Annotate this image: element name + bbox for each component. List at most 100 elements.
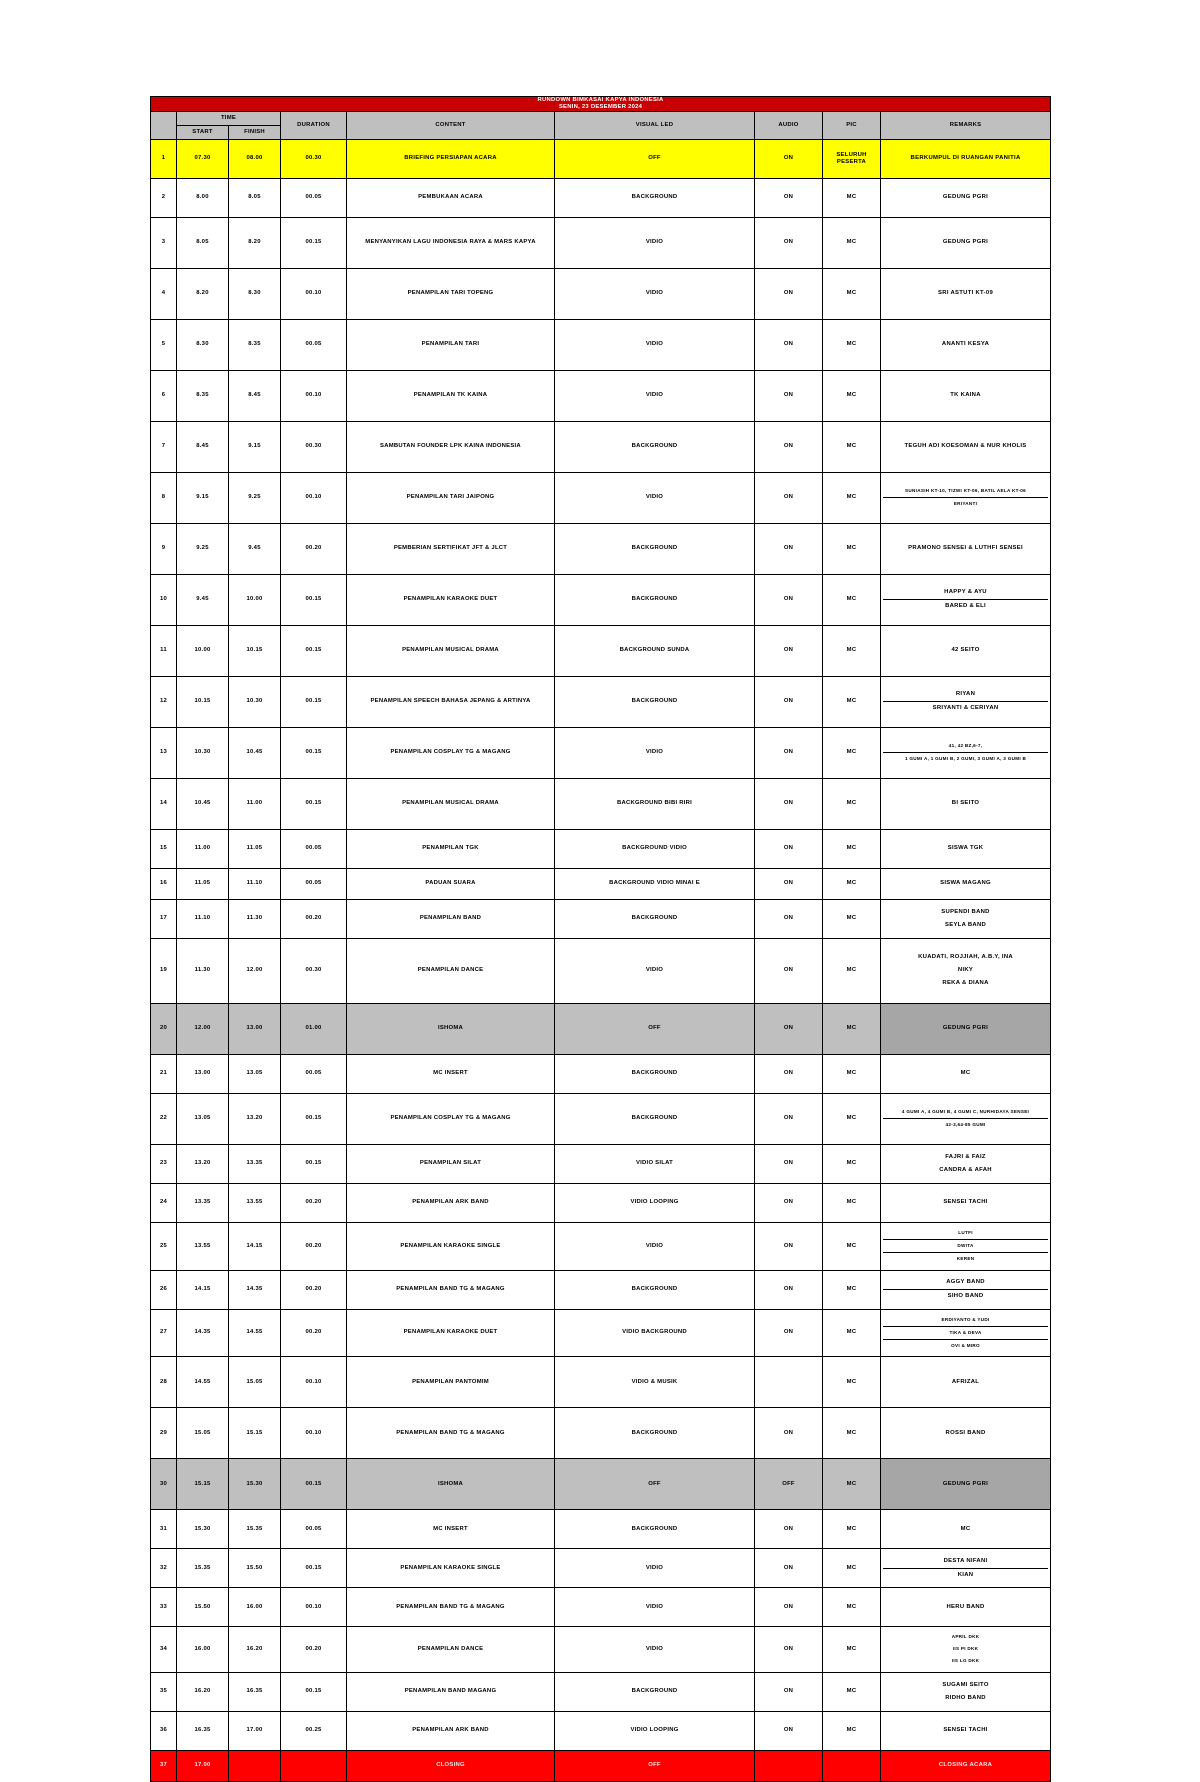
cell-pic: MC [822,1548,881,1589]
cell-start: 10.30 [176,726,229,779]
table-row[interactable]: 13 10.30 10.45 00.15 PENAMPILAN COSPLAY TG &… [150,726,1052,779]
remarks-line: 4 GUMI A, 4 GUMI B, 4 GUMI C, NURHIDAYA … [883,1106,1049,1120]
cell-visual-led: BACKGROUND [554,1053,755,1094]
cell-pic: MC [822,675,881,728]
cell-no: 37 [150,1749,177,1782]
remarks-line: PRAMONO SENSEI & LUTHFI SENSEI [908,545,1023,552]
table-row[interactable]: 26 14.15 14.35 00.20 PENAMPILAN BAND TG & MA… [150,1269,1052,1310]
cell-start: 15.05 [176,1407,229,1460]
table-row[interactable]: 29 15.05 15.15 00.10 PENAMPILAN BAND TG & MA… [150,1407,1052,1460]
cell-audio: ON [754,1092,823,1145]
cell-audio [754,1749,823,1782]
cell-content: PENAMPILAN TARI TOPENG [346,267,555,320]
remarks-line: CANDRA & AFAH [939,1166,992,1173]
cell-finish: 10.30 [228,675,281,728]
table-row[interactable]: 33 15.50 16.00 00.10 PENAMPILAN BAND TG & MA… [150,1587,1052,1628]
cell-pic: MC [822,318,881,371]
cell-start: 10.45 [176,777,229,830]
cell-visual-led: BACKGROUND [554,1671,755,1712]
table-row[interactable]: 36 16.35 17.00 00.25 PENAMPILAN ARK BAND VIDI… [150,1710,1052,1751]
remarks-line: SENSEI TACHI [943,1199,988,1206]
cell-duration: 00.15 [280,1548,347,1589]
cell-pic: MC [822,726,881,779]
table-row[interactable]: 14 10.45 11.00 00.15 PENAMPILAN MUSICAL DRAM… [150,777,1052,830]
table-row[interactable]: 34 16.00 16.20 00.20 PENAMPILAN DANCE VIDIO ON… [150,1626,1052,1673]
cell-no: 11 [150,624,177,677]
table-row[interactable]: 25 13.55 14.15 00.20 PENAMPILAN KARAOKE SING… [150,1221,1052,1271]
cell-finish: 16.20 [228,1626,281,1673]
cell-content: PENAMPILAN MUSICAL DRAMA [346,777,555,830]
table-row[interactable]: 1 07.30 08.00 00.30 BRIEFING PERSIAPAN ACARA… [150,138,1052,179]
cell-remarks: GEDUNG PGRI [879,177,1052,218]
cell-duration: 00.30 [280,138,347,179]
table-row[interactable]: 12 10.15 10.30 00.15 PENAMPILAN SPEECH BAHAS… [150,675,1052,728]
cell-content: PEMBERIAN SERTIFIKAT JFT & JLCT [346,522,555,575]
table-row[interactable]: 15 11.00 11.05 00.05 PENAMPILAN TGK BACKGROUN… [150,828,1052,869]
table-row[interactable]: 17 11.10 11.30 00.20 PENAMPILAN BAND BACKGROU… [150,898,1052,939]
header-audio: AUDIO [754,110,823,140]
header-finish: FINISH [228,124,281,140]
remarks-line: SISWA MAGANG [940,880,991,887]
cell-start: 11.30 [176,937,229,1004]
cell-start: 13.35 [176,1182,229,1223]
table-row[interactable]: 35 16.20 16.35 00.15 PENAMPILAN BAND MAGANG B… [150,1671,1052,1712]
cell-duration: 00.20 [280,1182,347,1223]
table-row[interactable]: 28 14.55 15.05 00.10 PENAMPILAN PANTOMIM VIDI… [150,1356,1052,1409]
table-row[interactable]: 3 8.05 8.20 00.15 MENYANYIKAN LAGU INDONESIA… [150,216,1052,269]
cell-remarks: BI SEITO [879,777,1052,830]
cell-content: PENAMPILAN KARAOKE DUET [346,573,555,626]
table-row[interactable]: 24 13.35 13.55 00.20 PENAMPILAN ARK BAND VIDI… [150,1182,1052,1223]
table-row[interactable]: 30 15.15 15.30 00.15 ISHOMA OFF OFF MC GEDUNG PG… [150,1458,1052,1511]
cell-finish: 08.00 [228,138,281,179]
table-row[interactable]: 2 8.00 8.05 00.05 PEMBUKAAN ACARA BACKGROUND O… [150,177,1052,218]
header-time-group: TIME [176,110,281,126]
remarks-line: HAPPY & AYU [883,586,1049,601]
cell-duration: 00.30 [280,937,347,1004]
cell-content: MC INSERT [346,1053,555,1094]
cell-visual-led: BACKGROUND [554,420,755,473]
remarks-line: FAJRI & FAIZ [945,1153,986,1160]
cell-duration: 00.20 [280,522,347,575]
table-row[interactable]: 11 10.00 10.15 00.15 PENAMPILAN MUSICAL DRAM… [150,624,1052,677]
table-row[interactable]: 22 13.05 13.20 00.15 PENAMPILAN COSPLAY TG &… [150,1092,1052,1145]
table-row[interactable]: 7 8.45 9.15 00.30 SAMBUTAN FOUNDER LPK KAINA… [150,420,1052,473]
cell-visual-led: VIDIO [554,267,755,320]
cell-visual-led: VIDIO [554,369,755,422]
table-row[interactable]: 16 11.05 11.10 00.05 PADUAN SUARA BACKGROUND … [150,867,1052,900]
table-row[interactable]: 20 12.00 13.00 01.00 ISHOMA OFF ON MC GEDUNG PGR… [150,1002,1052,1055]
cell-finish: 15.50 [228,1548,281,1589]
cell-remarks: FAJRI & FAIZ CANDRA & AFAH [879,1143,1052,1184]
cell-finish: 13.20 [228,1092,281,1145]
table-row[interactable]: 21 13.00 13.05 00.05 MC INSERT BACKGROUND ON MC… [150,1053,1052,1094]
cell-visual-led: BACKGROUND VIDIO MINAI E [554,867,755,900]
cell-finish: 15.30 [228,1458,281,1511]
cell-no: 2 [150,177,177,218]
table-row[interactable]: 32 15.35 15.50 00.15 PENAMPILAN KARAOKE SING… [150,1548,1052,1589]
cell-start: 14.15 [176,1269,229,1310]
table-row[interactable]: 31 15.30 15.35 00.05 MC INSERT BACKGROUND ON MC… [150,1509,1052,1550]
cell-finish: 15.35 [228,1509,281,1550]
table-row[interactable]: 10 9.45 10.00 00.15 PENAMPILAN KARAOKE DUET B… [150,573,1052,626]
cell-start: 17.00 [176,1749,229,1782]
header-row-sub: START FINISH [151,124,1051,140]
cell-remarks: AFRIZAL [879,1356,1052,1409]
cell-no: 15 [150,828,177,869]
cell-content: PENAMPILAN ARK BAND [346,1710,555,1751]
cell-audio [754,1356,823,1409]
cell-pic: MC [822,1710,881,1751]
table-row[interactable]: 19 11.30 12.00 00.30 PENAMPILAN DANCE VIDIO ON… [150,937,1052,1004]
table-row[interactable]: 9 9.25 9.45 00.20 PEMBERIAN SERTIFIKAT JFT &… [150,522,1052,575]
table-row[interactable]: 23 13.20 13.35 00.15 PENAMPILAN SILAT VIDIO S… [150,1143,1052,1184]
cell-finish: 10.00 [228,573,281,626]
table-row[interactable]: 6 8.35 8.45 00.10 PENAMPILAN TK KAINA VIDIO ON… [150,369,1052,422]
table-row[interactable]: 5 8.30 8.35 00.05 PENAMPILAN TARI VIDIO ON MC AN… [150,318,1052,371]
cell-content: PENAMPILAN BAND TG & MAGANG [346,1269,555,1310]
table-row[interactable]: 4 8.20 8.30 00.10 PENAMPILAN TARI TOPENG VIDI… [150,267,1052,320]
table-row[interactable]: 37 17.00 CLOSING OFF CLOSING ACARA [150,1749,1052,1782]
remarks-line: 42 SEITO [951,647,980,654]
cell-finish [228,1749,281,1782]
cell-remarks: SRI ASTUTI KT-09 [879,267,1052,320]
table-row[interactable]: 8 9.15 9.25 00.10 PENAMPILAN TARI JAIPONG VID… [150,471,1052,524]
table-row[interactable]: 27 14.35 14.55 00.20 PENAMPILAN KARAOKE DUET… [150,1308,1052,1358]
cell-remarks: SUNIASIH KT-10, TIZWI KT-06, BATIL AELA … [879,471,1052,524]
